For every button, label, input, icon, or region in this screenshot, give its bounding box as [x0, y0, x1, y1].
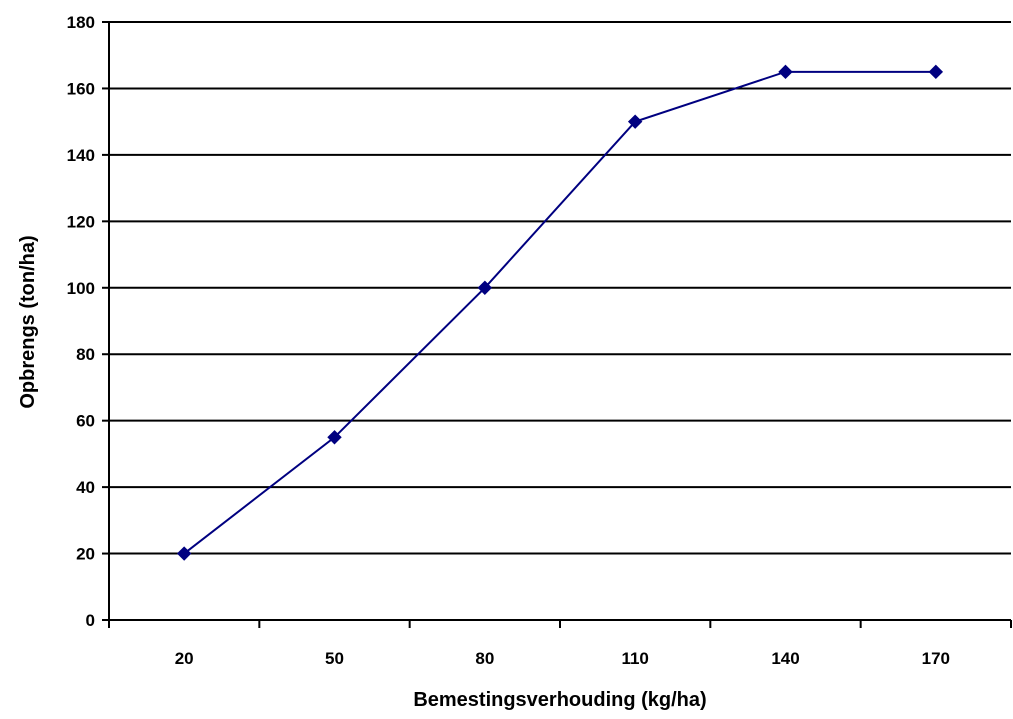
data-point-marker	[477, 280, 493, 295]
y-tick-label: 180	[67, 13, 95, 32]
data-point-marker	[176, 546, 192, 561]
y-tick-label: 120	[67, 212, 95, 231]
gridlines	[109, 21, 1011, 555]
series	[176, 64, 944, 561]
x-axis-title: Bemestingsverhouding (kg/ha)	[413, 689, 706, 711]
x-tick-label: 170	[922, 649, 950, 668]
axes: 0 20 40 60 80 100 120 140 160 180 20 50 80 110 140 170	[67, 13, 1012, 668]
y-tick-label: 140	[67, 146, 95, 165]
data-point-marker	[778, 64, 793, 80]
data-point-marker	[928, 64, 944, 80]
y-tick-label: 0	[86, 611, 95, 630]
y-tick-label: 80	[76, 345, 95, 364]
x-tick-label: 110	[621, 649, 648, 668]
y-tick-label: 100	[67, 279, 95, 298]
y-tick-label: 60	[76, 412, 95, 431]
series-line	[183, 70, 936, 555]
x-tick-label: 50	[325, 649, 344, 668]
y-axis-title: Opbrengs (ton/ha)	[17, 235, 39, 408]
x-tick-label: 20	[175, 649, 194, 668]
y-tick-label: 160	[67, 79, 95, 98]
x-tick-label: 80	[475, 649, 494, 668]
data-point-marker	[327, 430, 342, 445]
data-point-marker	[627, 114, 643, 129]
y-tick-label: 20	[76, 545, 95, 564]
y-tick-label: 40	[76, 478, 95, 497]
x-tick-label: 140	[771, 649, 799, 668]
